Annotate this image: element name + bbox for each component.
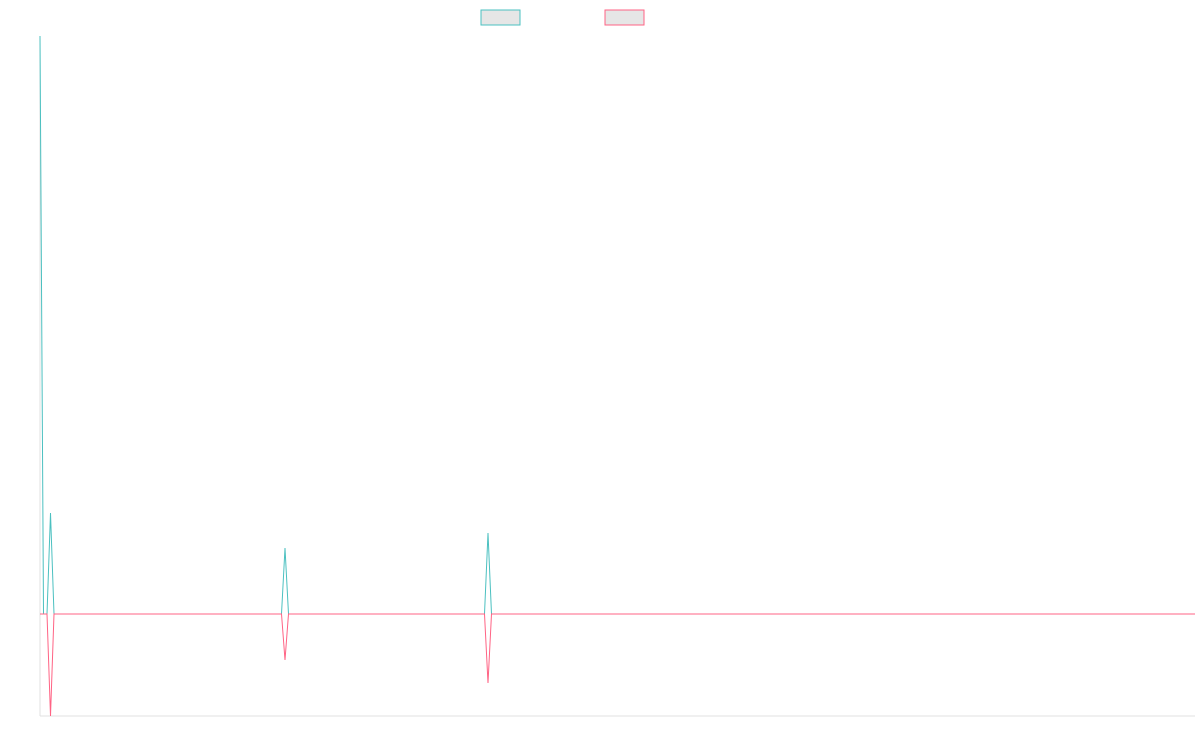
legend-swatch xyxy=(604,9,645,26)
series-line xyxy=(39,35,1195,615)
series-line xyxy=(40,613,1195,717)
legend-swatch xyxy=(480,9,521,26)
